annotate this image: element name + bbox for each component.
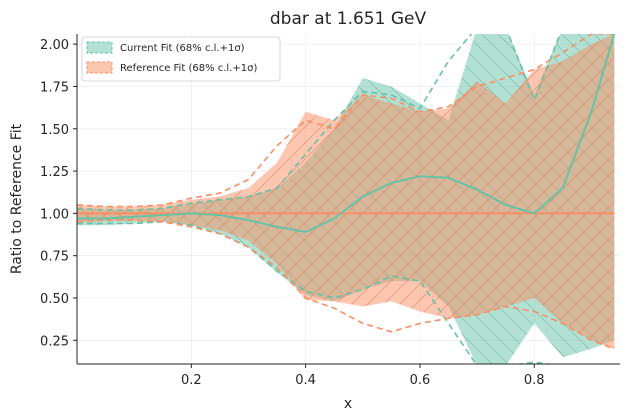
legend-frame	[81, 36, 281, 82]
band-hatch-reference	[77, 34, 615, 349]
upper-bound-line-reference	[77, 34, 615, 208]
legend-entry-current: Current Fit (68% c.l.+1σ)	[86, 41, 245, 54]
legend-entry-reference: Reference Fit (68% c.l.+1σ)	[86, 61, 257, 74]
x-tick-label-3: 0.8	[524, 373, 545, 388]
legend-swatch-current	[86, 41, 113, 54]
legend-swatch-reference	[86, 61, 113, 74]
lower-bound-line-reference	[77, 219, 615, 350]
legend: Current Fit (68% c.l.+1σ) Reference Fit …	[81, 36, 281, 82]
y-axis-label: Ratio to Reference Fit	[9, 123, 25, 274]
legend-label-current: Current Fit (68% c.l.+1σ)	[120, 43, 245, 54]
y-tick-label-2: 0.75	[40, 250, 69, 265]
series-lines	[77, 34, 616, 364]
y-tick-label-3: 1.00	[40, 207, 69, 222]
uncertainty-bands	[77, 34, 615, 364]
x-tick-label-1: 0.4	[295, 373, 316, 388]
central-line-current	[77, 34, 616, 234]
y-tick-label-1: 0.50	[40, 292, 69, 307]
x-tick-label-0: 0.2	[181, 373, 202, 388]
chart-title: dbar at 1.651 GeV	[270, 9, 427, 29]
legend-label-reference: Reference Fit (68% c.l.+1σ)	[120, 63, 257, 74]
y-tick-label-5: 1.50	[40, 123, 69, 138]
y-tick-label-7: 2.00	[40, 38, 69, 53]
y-tick-label-4: 1.25	[40, 165, 69, 180]
y-axis-ticks: 0.25 0.50 0.75 1.00 1.25 1.50 1.75 2.00	[40, 38, 77, 349]
y-tick-label-6: 1.75	[40, 80, 69, 95]
x-axis-ticks: 0.2 0.4 0.6 0.8	[181, 364, 545, 388]
x-axis-label: x	[344, 396, 352, 412]
x-tick-label-2: 0.6	[410, 373, 431, 388]
y-tick-label-0: 0.25	[40, 334, 69, 349]
upper-bound-line-current	[77, 34, 561, 211]
